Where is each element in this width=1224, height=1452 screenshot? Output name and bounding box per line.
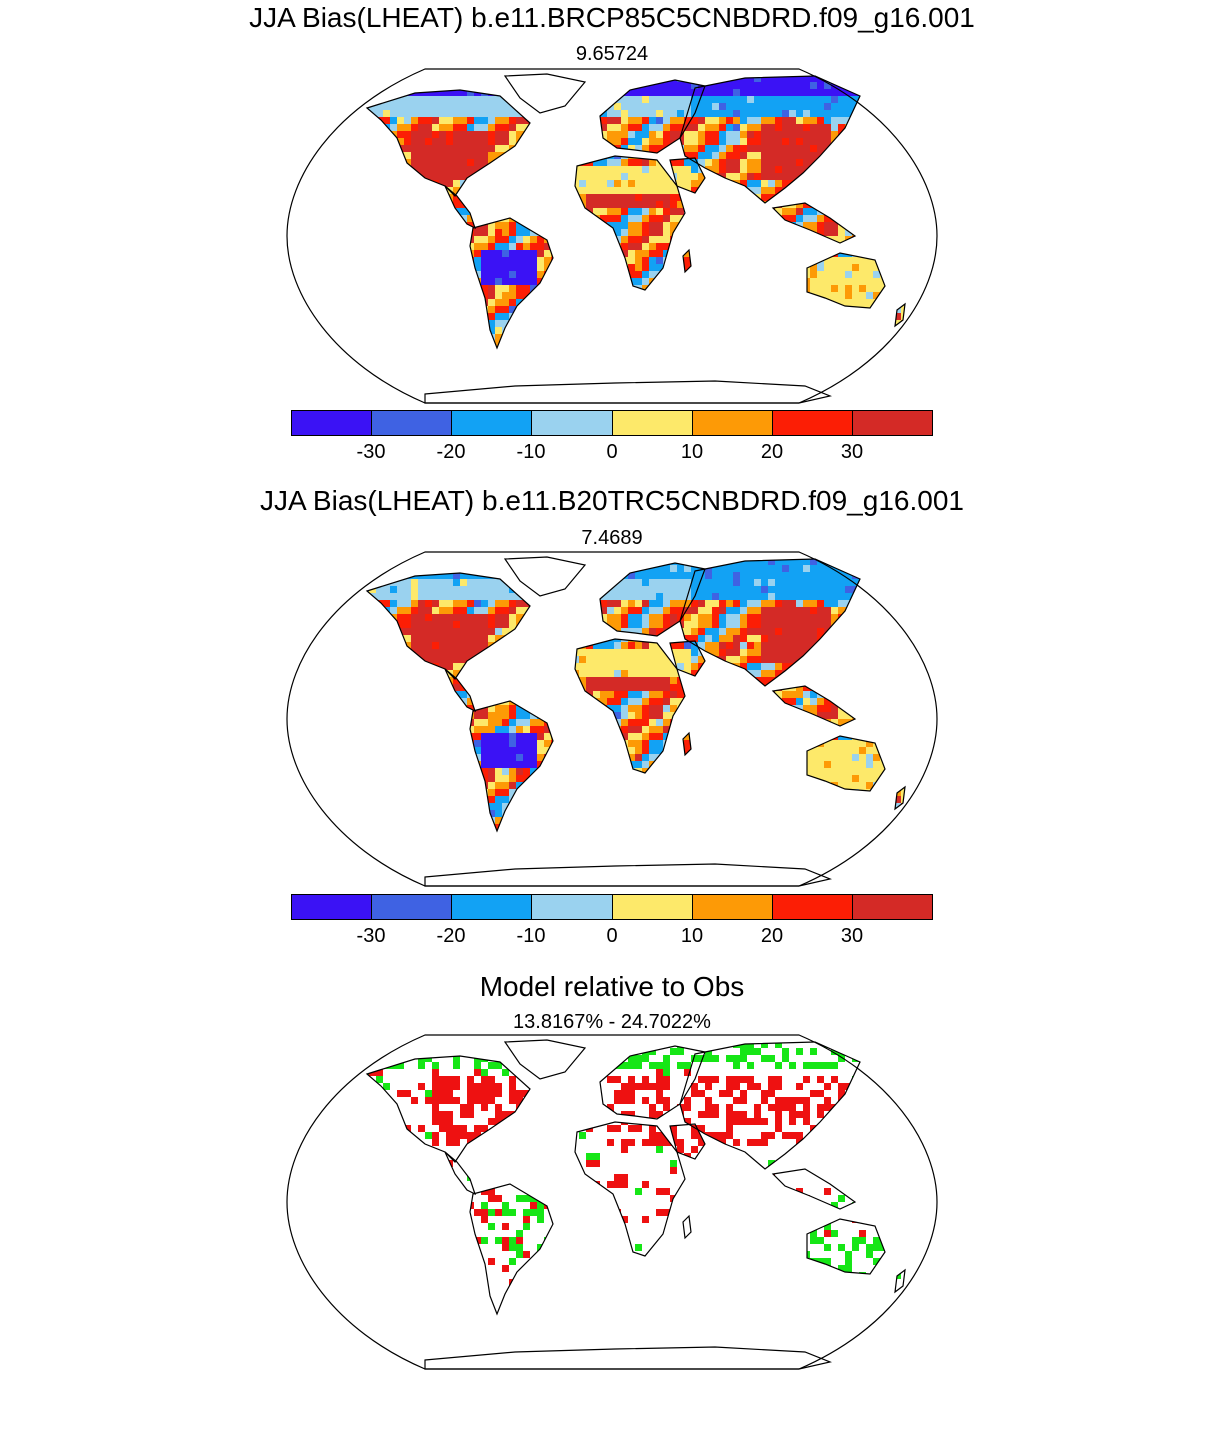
colorbar-box (692, 411, 773, 435)
colorbar-box (692, 895, 773, 919)
panel-3-title: Model relative to Obs (479, 971, 745, 1002)
colorbar-box (452, 895, 533, 919)
coastline-australia (806, 735, 886, 792)
tick-label: 20 (760, 925, 784, 947)
colorbar-box (612, 895, 693, 919)
coastline-maritime-asia (771, 202, 857, 244)
coastline-new-zealand (894, 1268, 906, 1294)
coastline-new-zealand (894, 785, 906, 811)
coastline-south-america (469, 217, 554, 350)
panel-1-global-mean: 9.65724 (575, 43, 649, 65)
colorbar-box (292, 895, 373, 919)
map-frame (286, 551, 938, 887)
tick-label: -10 (516, 925, 546, 947)
map-20thc-bias (286, 551, 938, 887)
coastline-maritime-asia (771, 1168, 857, 1210)
coastline-arabia (669, 640, 706, 677)
coastline-maritime-asia (771, 685, 857, 727)
panel-2-title: JJA Bias(LHEAT) b.e11.B20TRC5CNBDRD.f09_… (260, 485, 964, 516)
tick-label: 0 (606, 925, 618, 947)
colorbar-box (532, 411, 613, 435)
panel-1-title: JJA Bias(LHEAT) b.e11.BRCP85C5CNBDRD.f09… (249, 2, 975, 33)
tick-label: 30 (840, 925, 864, 947)
tick-label: 0 (606, 441, 618, 463)
colorbar-box (372, 895, 453, 919)
tick-label: 10 (680, 441, 704, 463)
coastline-greenland (503, 73, 587, 114)
map-frame (286, 1034, 938, 1370)
colorbar-1-ticks: -30 -20 -10 0 10 20 30 (291, 441, 933, 465)
tick-label: -10 (516, 441, 546, 463)
tick-label: -30 (356, 441, 386, 463)
tick-label: -20 (436, 441, 466, 463)
tick-label: -30 (356, 925, 386, 947)
coastline-south-america (469, 1183, 554, 1316)
tick-label: 30 (840, 441, 864, 463)
colorbar-2 (291, 894, 933, 920)
tick-label: 10 (680, 925, 704, 947)
coastline-africa (574, 638, 686, 774)
coastline-asia (679, 558, 861, 687)
coastline-north-america (365, 89, 531, 197)
coastline-asia (679, 1041, 861, 1170)
colorbar-box (292, 411, 373, 435)
coastline-africa (574, 1121, 686, 1257)
coastline-greenland (503, 556, 587, 597)
coastline-asia (679, 75, 861, 204)
map-frame (286, 68, 938, 404)
colorbar-box (612, 411, 693, 435)
colorbar-box (452, 411, 533, 435)
coastline-north-america (365, 572, 531, 680)
tick-label: 20 (760, 441, 784, 463)
colorbar-box (372, 411, 453, 435)
panel-3-range: 13.8167% - 24.7022% (513, 1011, 711, 1033)
coastline-greenland (503, 1039, 587, 1080)
coastline-madagascar (682, 248, 692, 274)
colorbar-2-ticks: -30 -20 -10 0 10 20 30 (291, 925, 933, 949)
colorbar-box (772, 895, 853, 919)
colorbar-box (852, 895, 932, 919)
coastline-madagascar (682, 731, 692, 757)
colorbar-1 (291, 410, 933, 436)
map-model-relative-obs (286, 1034, 938, 1370)
panel-2-global-mean: 7.4689 (581, 527, 643, 549)
tick-label: -20 (436, 925, 466, 947)
coastline-new-zealand (894, 302, 906, 328)
coastline-australia (806, 252, 886, 309)
coastline-north-america (365, 1055, 531, 1163)
coastline-africa (574, 155, 686, 291)
colorbar-box (772, 411, 853, 435)
colorbar-box (852, 411, 932, 435)
map-rcp85-bias (286, 68, 938, 404)
colorbar-box (532, 895, 613, 919)
coastline-madagascar (682, 1214, 692, 1240)
coastline-arabia (669, 1123, 706, 1160)
coastline-south-america (469, 700, 554, 833)
coastline-arabia (669, 157, 706, 194)
coastline-australia (806, 1218, 886, 1275)
